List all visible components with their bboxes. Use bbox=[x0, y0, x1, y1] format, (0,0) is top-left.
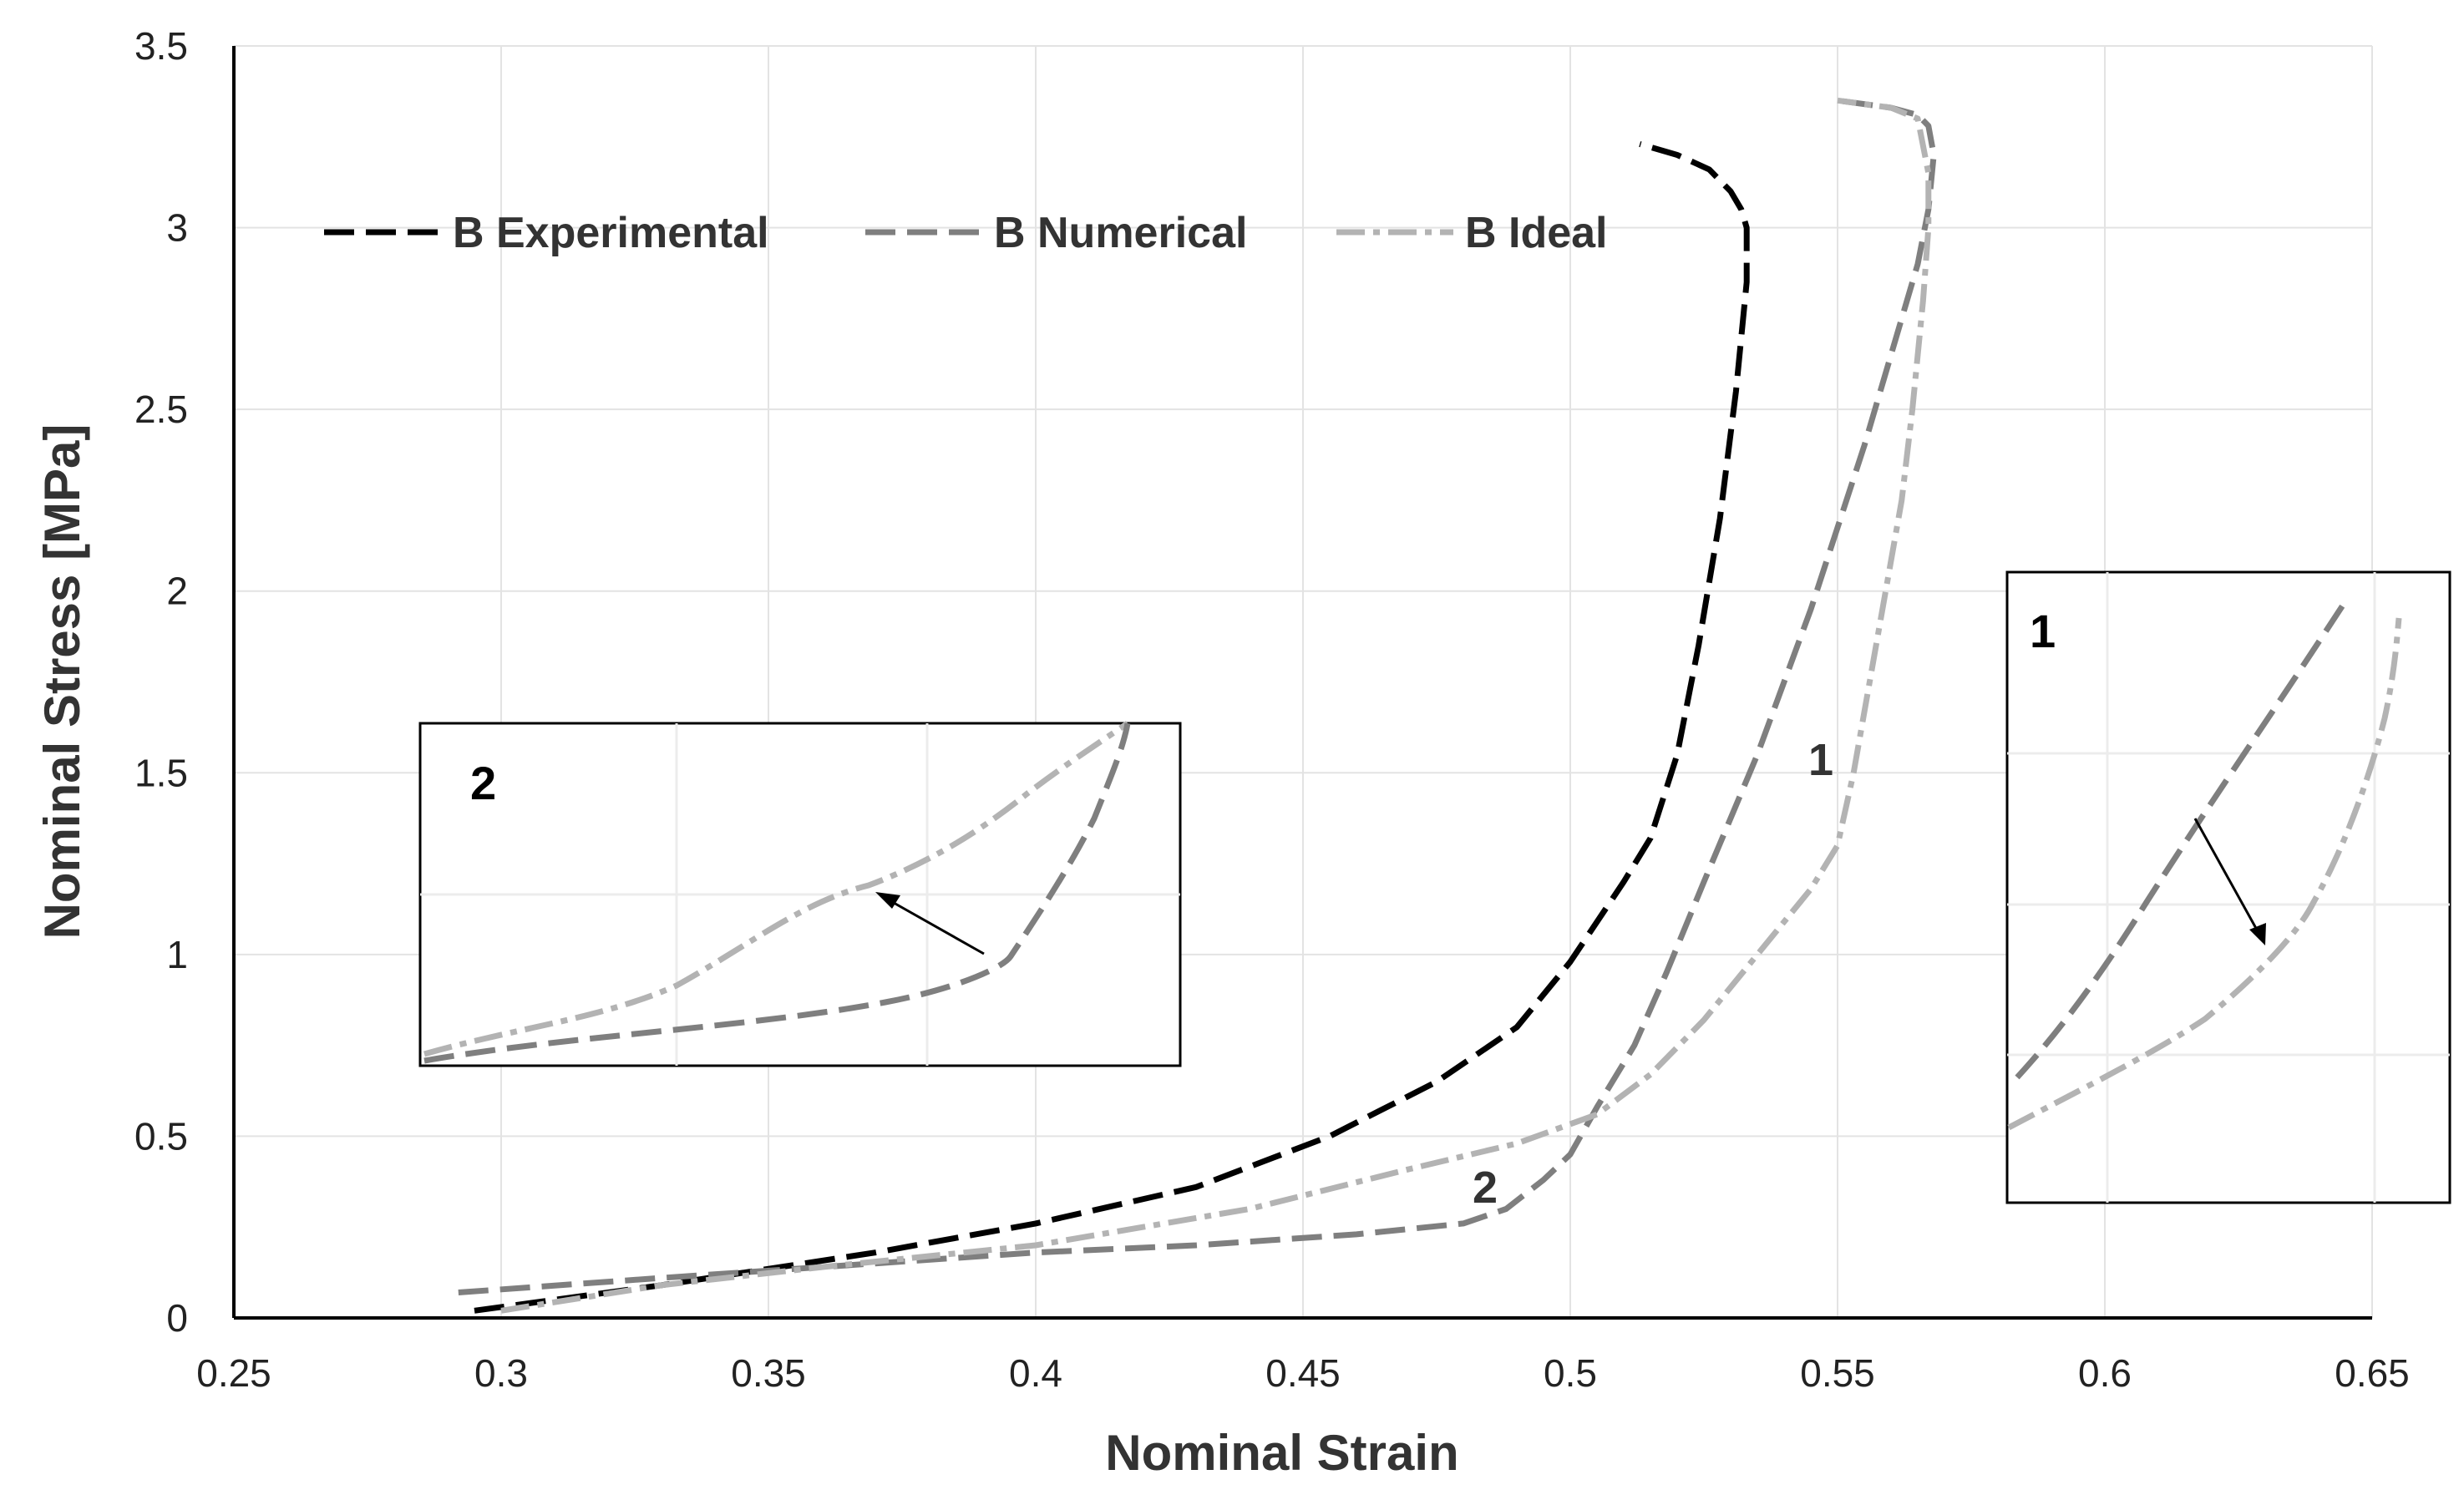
y-tick-label: 0.5 bbox=[134, 1114, 188, 1158]
annotation-1: 1 bbox=[1808, 735, 1833, 785]
data-series bbox=[458, 97, 1937, 1314]
y-tick-label: 3.5 bbox=[134, 24, 188, 68]
x-tick-label: 0.4 bbox=[1009, 1351, 1062, 1395]
x-tick-label: 0.3 bbox=[474, 1351, 528, 1395]
y-tick-labels: 0 0.5 1 1.5 2 2.5 3 3.5 bbox=[134, 24, 188, 1340]
inset-2-arrow-shaft bbox=[887, 898, 985, 955]
series-line-b-experimental bbox=[474, 141, 1750, 1314]
legend-label-ideal: B Ideal bbox=[1465, 209, 1608, 257]
y-tick-label: 1 bbox=[166, 933, 188, 976]
y-tick-label: 1.5 bbox=[134, 751, 188, 794]
x-tick-label: 0.6 bbox=[2078, 1351, 2132, 1395]
series-line-b-ideal bbox=[500, 97, 1932, 1314]
x-tick-label: 0.55 bbox=[1800, 1351, 1875, 1395]
x-axis-label: Nominal Strain bbox=[1105, 1425, 1458, 1481]
inset-2-ideal-curve bbox=[423, 721, 1130, 1057]
inset-1-arrow-head-icon bbox=[2249, 923, 2266, 945]
legend-label-numerical: B Numerical bbox=[994, 209, 1247, 257]
y-tick-label: 2.5 bbox=[134, 388, 188, 431]
inset-2-label: 2 bbox=[470, 757, 496, 809]
inset-zoom-2: 2 bbox=[418, 721, 1182, 1067]
x-tick-label: 0.35 bbox=[731, 1351, 806, 1395]
legend: B Experimental B Numerical B Ideal bbox=[324, 209, 1608, 257]
y-tick-label: 2 bbox=[166, 570, 188, 613]
legend-label-experimental: B Experimental bbox=[453, 209, 769, 257]
inset-1-arrow-shaft bbox=[2193, 818, 2259, 932]
inset-zoom-1: 1 bbox=[2005, 570, 2451, 1204]
y-axis-label: Nominal Stress [MPa] bbox=[34, 424, 90, 940]
y-tick-label: 0 bbox=[166, 1296, 188, 1340]
inset-1-frame bbox=[2005, 570, 2451, 1204]
inset-1-numerical-curve bbox=[2015, 600, 2348, 1080]
axes bbox=[232, 46, 2372, 1320]
inset-2-arrow-head-icon bbox=[875, 892, 900, 909]
annotation-2: 2 bbox=[1473, 1163, 1498, 1213]
inset-1-ideal-curve bbox=[2007, 617, 2402, 1131]
x-tick-label: 0.5 bbox=[1544, 1351, 1597, 1395]
x-tick-label: 0.65 bbox=[2335, 1351, 2410, 1395]
x-tick-label: 0.25 bbox=[196, 1351, 271, 1395]
series-line-b-numerical bbox=[458, 97, 1937, 1295]
x-tick-labels: 0.25 0.3 0.35 0.4 0.45 0.5 0.55 0.6 0.65 bbox=[196, 1351, 2410, 1395]
inset-2-numerical-curve bbox=[423, 722, 1131, 1064]
y-tick-label: 3 bbox=[166, 206, 188, 250]
inset-1-label: 1 bbox=[2030, 605, 2056, 657]
x-tick-label: 0.45 bbox=[1265, 1351, 1341, 1395]
